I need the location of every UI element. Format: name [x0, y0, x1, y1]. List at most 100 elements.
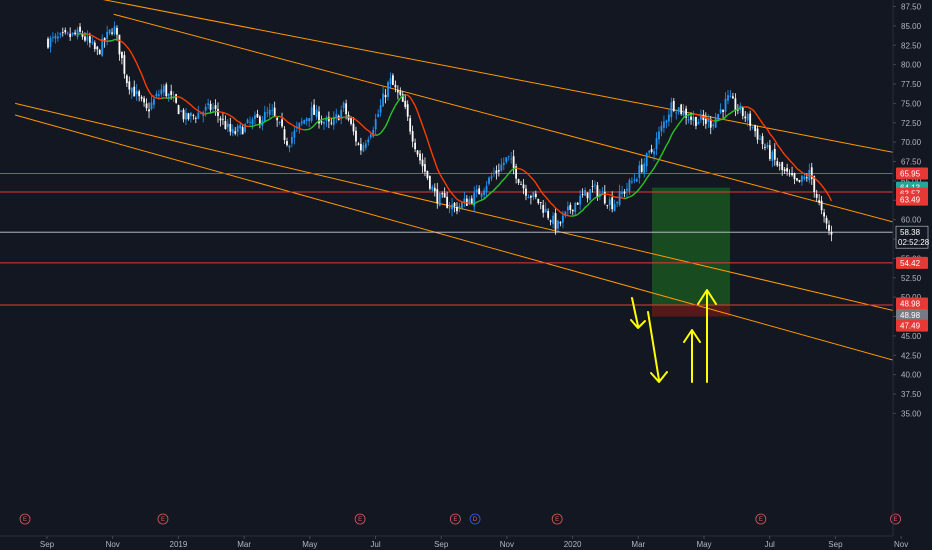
ma-segment — [362, 126, 367, 130]
ma-segment — [360, 123, 364, 128]
ma-segment — [816, 179, 820, 183]
candle-body — [456, 207, 458, 212]
down-arrow-small — [630, 297, 646, 329]
candle-body — [258, 116, 261, 125]
price-tick-label: 75.00 — [901, 99, 922, 108]
ma-segment — [195, 108, 199, 112]
candle-body — [751, 126, 754, 128]
ma-segment — [138, 68, 143, 75]
candle-body — [495, 170, 498, 173]
candle-body — [303, 120, 306, 124]
candle-body — [379, 105, 382, 113]
event-marker-label: E — [759, 517, 763, 523]
candle-body — [268, 109, 271, 115]
candle-body — [369, 134, 372, 138]
ma-segment — [382, 126, 387, 131]
candle-body — [451, 204, 453, 210]
candle-body — [478, 188, 481, 195]
candle-body — [557, 220, 559, 229]
time-tick-label: May — [696, 540, 711, 549]
ma-segment — [131, 53, 135, 59]
candle-body — [601, 192, 604, 195]
ma-segment — [77, 33, 81, 35]
candle-body — [741, 106, 744, 116]
candle-body — [579, 195, 582, 205]
candle-body — [310, 107, 313, 121]
candle-body — [663, 121, 665, 128]
candle-body — [157, 94, 160, 96]
ma-segment — [796, 168, 800, 172]
candle-body — [392, 75, 394, 85]
price-tick-label: 87.50 — [901, 3, 922, 12]
candle-body — [273, 107, 276, 116]
ma-segment — [367, 129, 372, 134]
ma-segment — [279, 115, 283, 118]
candle-body — [798, 179, 801, 182]
ma-segment — [703, 116, 707, 119]
candle-body — [722, 109, 724, 112]
ma-segment — [456, 198, 460, 202]
stop-tag-bg — [896, 319, 928, 332]
candle-body — [547, 210, 550, 218]
candle-body — [194, 118, 197, 119]
time-tick-label: Nov — [500, 540, 514, 549]
time-tick-label: Mar — [237, 540, 251, 549]
ma-segment — [648, 171, 653, 176]
ma-segment — [542, 193, 547, 198]
candle-body — [473, 192, 476, 207]
candle-body — [140, 96, 143, 99]
candle-body — [278, 121, 281, 124]
candle-body — [359, 143, 362, 151]
ma-segment — [284, 118, 288, 123]
candle-body — [687, 119, 690, 121]
candle-body — [249, 122, 251, 123]
candle-body — [229, 123, 232, 132]
level-tag-54.42-bg — [896, 256, 928, 269]
candle-body — [542, 205, 545, 213]
up-arrow-large — [697, 289, 717, 383]
candle-body — [628, 180, 631, 192]
candle-body — [441, 193, 444, 195]
ma-segment — [764, 126, 768, 130]
candle-body — [791, 172, 793, 176]
candle-body — [352, 123, 355, 132]
candle-body — [377, 114, 380, 117]
ma-segment — [392, 105, 397, 111]
candle-body — [483, 190, 485, 196]
ma-segment — [190, 104, 194, 108]
candle-body — [266, 112, 269, 114]
ma-segment — [380, 129, 384, 134]
candle-body — [56, 36, 59, 39]
candle-body — [389, 78, 392, 85]
ma-segment — [291, 124, 295, 127]
ma-segment — [488, 191, 492, 195]
candle-body — [488, 177, 490, 184]
ma-segment — [710, 119, 714, 122]
ma-segment — [377, 132, 381, 136]
candle-body — [682, 110, 685, 116]
candle-body — [374, 119, 377, 130]
ma-segment — [481, 198, 485, 201]
entry-tag: 48.98 — [900, 311, 921, 320]
candle-body — [559, 222, 562, 224]
time-axis[interactable]: Sep Nov 2019 Mar May Jul Sep Nov 2020 Mar May Jul Se… — [40, 536, 908, 549]
candle-body — [364, 143, 367, 148]
ma-segment — [353, 117, 357, 121]
ma-segment — [409, 96, 414, 102]
ma-segment — [636, 188, 640, 193]
level-tag-65.95-bg — [896, 167, 928, 180]
ma-segment — [429, 147, 434, 155]
time-tick-label: Nov — [106, 540, 120, 549]
candle-body — [396, 90, 399, 93]
candle-body — [308, 117, 311, 122]
candle-body — [367, 139, 370, 143]
candle-body — [342, 102, 345, 108]
ma-segment — [148, 90, 153, 96]
ma-segment — [673, 127, 677, 132]
candle-body — [180, 110, 182, 112]
ma-segment — [658, 154, 663, 161]
ma-segment — [116, 38, 120, 42]
event-marker — [19, 513, 31, 525]
ma-segment — [727, 112, 731, 116]
